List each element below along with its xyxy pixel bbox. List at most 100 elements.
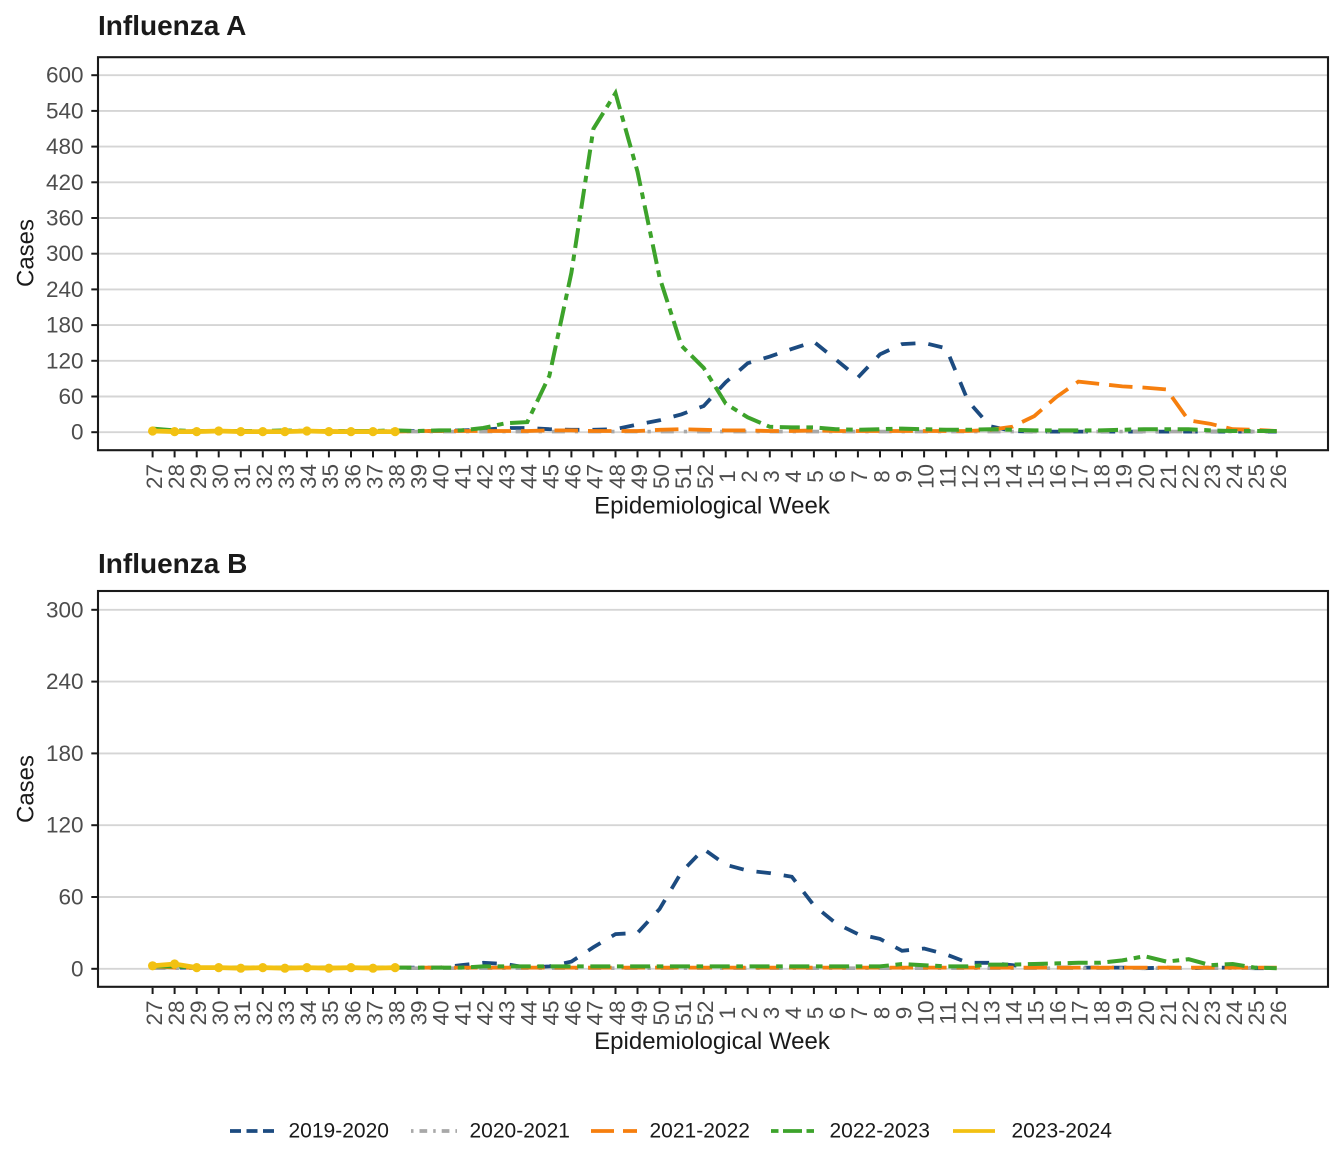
svg-text:13: 13: [980, 1000, 1005, 1025]
svg-text:30: 30: [208, 1000, 233, 1025]
svg-text:26: 26: [1266, 464, 1291, 489]
svg-text:120: 120: [46, 348, 84, 373]
svg-text:29: 29: [186, 464, 211, 489]
svg-text:13: 13: [980, 464, 1005, 489]
svg-text:7: 7: [847, 1007, 872, 1020]
svg-text:6: 6: [825, 470, 850, 483]
svg-text:25: 25: [1244, 1000, 1269, 1025]
svg-text:14: 14: [1002, 464, 1027, 489]
svg-text:4: 4: [781, 1007, 806, 1020]
svg-text:11: 11: [935, 465, 960, 488]
svg-text:39: 39: [406, 1000, 431, 1025]
svg-text:32: 32: [252, 1000, 277, 1025]
svg-text:19: 19: [1112, 1000, 1137, 1025]
svg-text:9: 9: [891, 470, 916, 483]
svg-text:35: 35: [318, 464, 343, 489]
svg-text:7: 7: [847, 470, 872, 483]
svg-text:38: 38: [384, 1000, 409, 1025]
svg-text:22: 22: [1178, 1000, 1203, 1025]
svg-text:43: 43: [495, 464, 520, 489]
svg-text:28: 28: [164, 464, 189, 489]
svg-text:49: 49: [627, 1000, 652, 1025]
svg-text:51: 51: [671, 1000, 696, 1025]
svg-text:300: 300: [46, 241, 84, 266]
svg-text:38: 38: [384, 464, 409, 489]
svg-text:60: 60: [58, 885, 83, 910]
svg-text:36: 36: [340, 464, 365, 489]
svg-text:360: 360: [46, 206, 84, 231]
svg-text:2023-2024: 2023-2024: [1012, 1120, 1113, 1143]
svg-text:29: 29: [186, 1000, 211, 1025]
svg-text:14: 14: [1002, 1000, 1027, 1025]
svg-text:15: 15: [1024, 1000, 1049, 1025]
svg-text:43: 43: [495, 1000, 520, 1025]
svg-text:47: 47: [583, 464, 608, 489]
svg-text:36: 36: [340, 1000, 365, 1025]
svg-text:420: 420: [46, 170, 84, 195]
svg-text:9: 9: [891, 1007, 916, 1020]
svg-text:480: 480: [46, 134, 84, 159]
svg-text:17: 17: [1068, 1000, 1093, 1025]
svg-text:31: 31: [230, 1000, 255, 1025]
svg-text:32: 32: [252, 464, 277, 489]
svg-text:28: 28: [164, 1000, 189, 1025]
svg-text:34: 34: [296, 464, 321, 489]
svg-text:41: 41: [451, 1000, 476, 1025]
svg-text:46: 46: [561, 464, 586, 489]
svg-text:45: 45: [539, 1000, 564, 1025]
svg-text:16: 16: [1046, 1000, 1071, 1025]
svg-text:180: 180: [46, 313, 84, 338]
svg-text:31: 31: [230, 464, 255, 489]
svg-text:300: 300: [46, 597, 84, 622]
svg-text:45: 45: [539, 464, 564, 489]
svg-text:2020-2021: 2020-2021: [470, 1120, 570, 1143]
svg-text:25: 25: [1244, 464, 1269, 489]
svg-text:52: 52: [693, 1000, 718, 1025]
svg-text:8: 8: [869, 470, 894, 483]
svg-text:3: 3: [759, 1007, 784, 1020]
svg-text:52: 52: [693, 464, 718, 489]
svg-text:8: 8: [869, 1007, 894, 1020]
svg-text:20: 20: [1134, 1000, 1159, 1025]
svg-text:40: 40: [428, 464, 453, 489]
svg-text:2019-2020: 2019-2020: [289, 1120, 389, 1143]
svg-text:16: 16: [1046, 464, 1071, 489]
svg-text:51: 51: [671, 464, 696, 489]
svg-text:Influenza B: Influenza B: [98, 548, 247, 579]
svg-text:40: 40: [428, 1000, 453, 1025]
svg-text:39: 39: [406, 464, 431, 489]
svg-text:0: 0: [71, 956, 84, 981]
svg-text:1: 1: [715, 1007, 740, 1020]
svg-text:Epidemiological Week: Epidemiological Week: [594, 493, 831, 520]
svg-text:19: 19: [1112, 464, 1137, 489]
svg-text:5: 5: [803, 470, 828, 483]
svg-text:37: 37: [362, 464, 387, 489]
svg-text:48: 48: [605, 1000, 630, 1025]
svg-text:Cases: Cases: [13, 219, 40, 287]
svg-text:18: 18: [1090, 464, 1115, 489]
svg-text:240: 240: [46, 277, 84, 302]
svg-text:2: 2: [737, 1007, 762, 1020]
svg-text:24: 24: [1222, 1000, 1247, 1025]
svg-text:48: 48: [605, 464, 630, 489]
svg-text:2: 2: [737, 470, 762, 483]
svg-text:15: 15: [1024, 464, 1049, 489]
svg-text:23: 23: [1200, 1000, 1225, 1025]
svg-text:Cases: Cases: [13, 755, 40, 823]
svg-text:600: 600: [46, 63, 84, 88]
svg-text:47: 47: [583, 1000, 608, 1025]
svg-text:23: 23: [1200, 464, 1225, 489]
svg-text:33: 33: [274, 464, 299, 489]
svg-text:46: 46: [561, 1000, 586, 1025]
svg-text:Epidemiological Week: Epidemiological Week: [594, 1028, 831, 1055]
svg-text:44: 44: [517, 1000, 542, 1025]
svg-text:10: 10: [913, 1000, 938, 1025]
svg-text:2022-2023: 2022-2023: [830, 1120, 930, 1143]
svg-text:24: 24: [1222, 464, 1247, 489]
svg-text:240: 240: [46, 669, 84, 694]
svg-text:12: 12: [958, 1000, 983, 1025]
svg-text:20: 20: [1134, 464, 1159, 489]
svg-text:120: 120: [46, 813, 84, 838]
svg-text:540: 540: [46, 98, 84, 123]
svg-text:35: 35: [318, 1000, 343, 1025]
